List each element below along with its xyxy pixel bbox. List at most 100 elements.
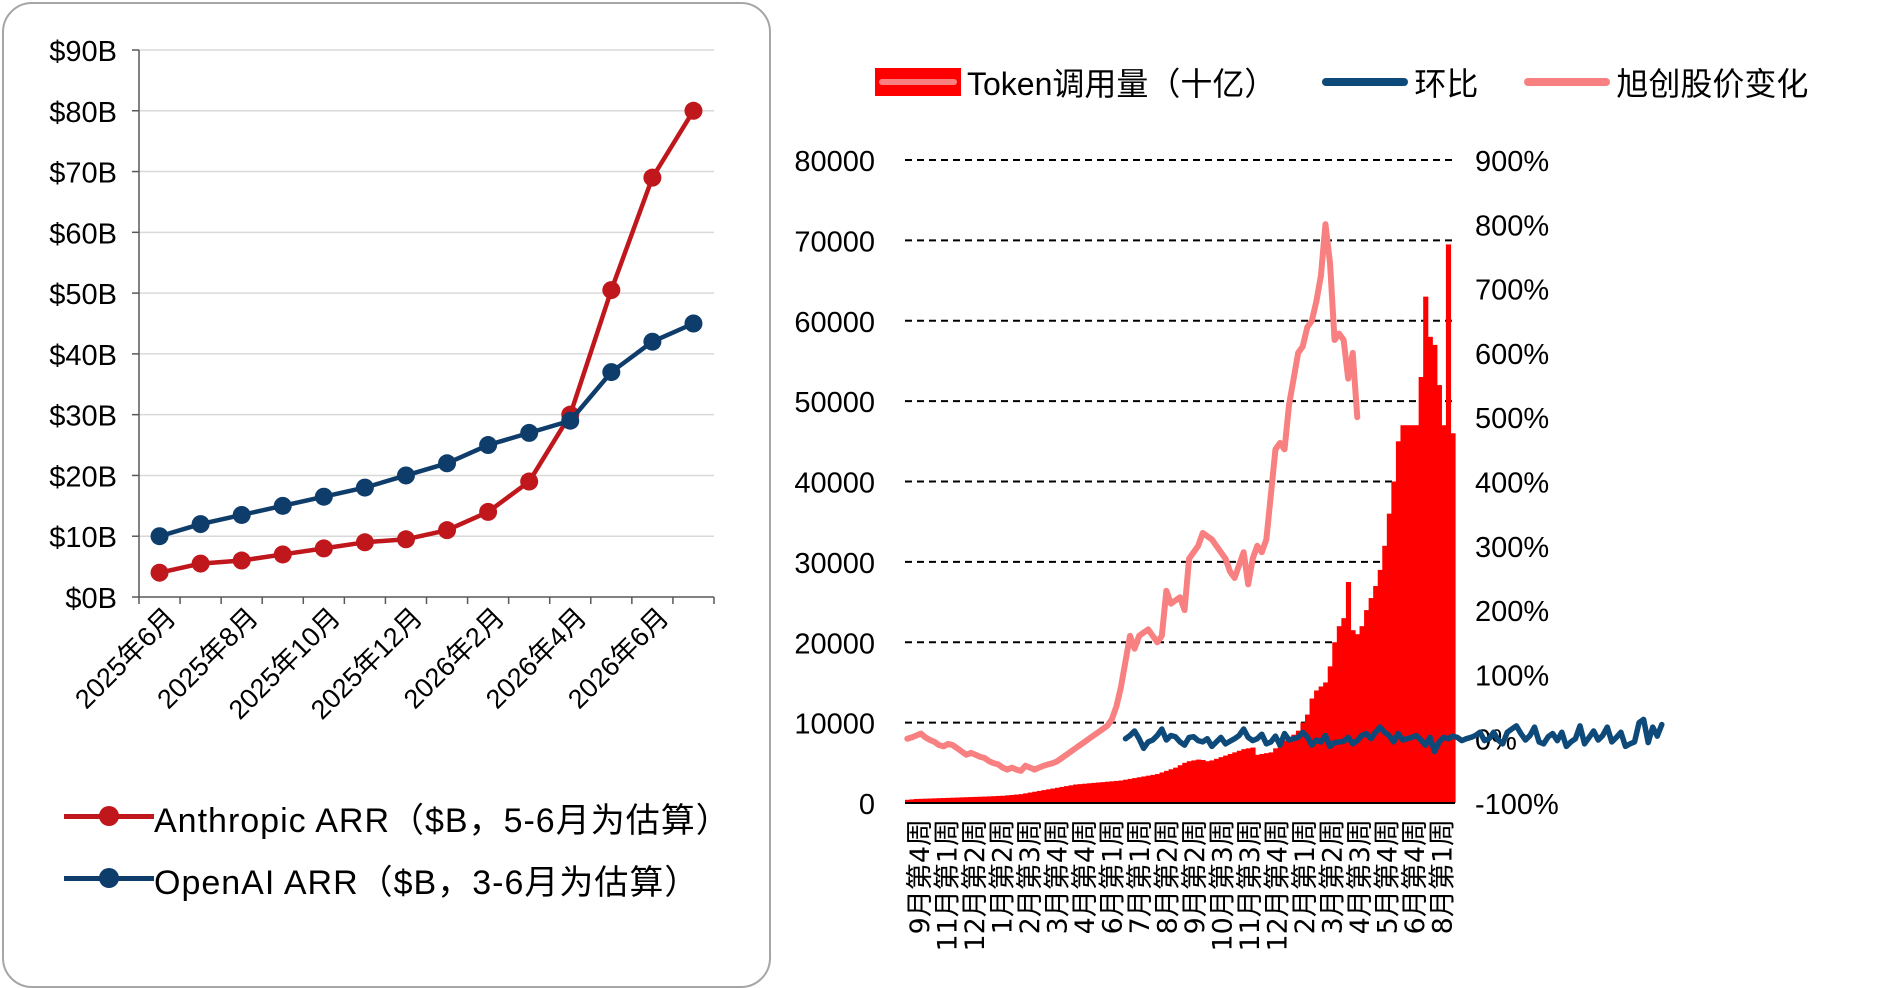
openai-arr-point xyxy=(643,332,662,351)
x-tick-label: 12月第4周 xyxy=(1262,819,1293,952)
token-volume-bar xyxy=(1268,752,1274,803)
token-volume-bar xyxy=(1114,780,1120,803)
token-volume-bar xyxy=(1105,781,1111,803)
token-volume-bar xyxy=(1432,344,1438,803)
token-volume-bar xyxy=(1223,755,1229,803)
y-tick-label: 50000 xyxy=(794,387,875,419)
token-volume-bar xyxy=(1286,738,1292,803)
openai-arr-point xyxy=(191,515,210,534)
token-volume-bar xyxy=(1155,774,1161,803)
token-volume-bar xyxy=(1127,778,1133,803)
token-volume-bar xyxy=(1332,642,1338,803)
token-volume-bar xyxy=(1118,780,1124,803)
token-volume-bar xyxy=(1273,748,1279,803)
token-volume-bar xyxy=(1445,244,1452,804)
token-volume-bar xyxy=(1150,774,1156,803)
token-volume-bar xyxy=(1095,782,1102,803)
y-tick-label: $70B xyxy=(49,158,117,190)
openai-arr-point xyxy=(150,527,169,546)
token-volume-bar xyxy=(1423,296,1429,803)
legend-item-anthropic: Anthropic ARR（$B，5-6月为估算） xyxy=(64,794,744,848)
token-volume-bar xyxy=(918,798,924,803)
token-volume-bar xyxy=(1345,581,1352,803)
x-tick-label: 9月第2周 xyxy=(1180,819,1211,934)
y-tick-label: 10000 xyxy=(794,709,875,741)
y-tick-label: 0 xyxy=(859,789,875,821)
token-volume-bar xyxy=(1191,760,1197,803)
token-volume-bar xyxy=(1418,377,1424,803)
stock-legend-swatch xyxy=(1524,78,1611,86)
token-volume-bar xyxy=(1232,752,1238,803)
x-tick-label: 10月第3周 xyxy=(1207,819,1238,952)
token-volume-bar xyxy=(1250,747,1256,803)
left-chart-panel: $0B $10B $20B $30B $40B $50B $60B $70B $80B $90B 2… xyxy=(2,2,771,988)
y-tick-label: $10B xyxy=(49,522,117,554)
openai-arr-point xyxy=(396,466,415,485)
legend-item-token: Token调用量（十亿） xyxy=(875,59,1276,105)
token-volume-bar xyxy=(1295,730,1302,803)
anthropic-arr-point xyxy=(602,281,621,300)
openai-arr-line xyxy=(158,321,695,539)
y-tick-label: 20000 xyxy=(794,628,875,660)
token-volume-bar xyxy=(959,797,965,803)
y-tick-label: $40B xyxy=(49,340,117,372)
token-volume-bar xyxy=(964,797,970,803)
token-volume-bar xyxy=(1077,784,1083,803)
token-volume-bar xyxy=(1364,610,1370,803)
token-volume-bar xyxy=(945,797,952,803)
openai-arr-point xyxy=(273,496,292,515)
token-volume-bar xyxy=(1368,598,1374,803)
token-volume-bar xyxy=(991,796,997,803)
token-volume-bar xyxy=(1277,744,1283,803)
anthropic-arr-point xyxy=(150,563,169,582)
legend-item-stock: 旭创股价变化 xyxy=(1524,59,1808,105)
openai-arr-point xyxy=(314,487,333,506)
x-tick-label: 1月第2周 xyxy=(987,819,1018,934)
x-tick-label: 2月第1周 xyxy=(1290,819,1321,934)
token-volume-bar xyxy=(1255,754,1261,803)
token-volume-bar xyxy=(1000,795,1006,803)
token-volume-bar xyxy=(1318,686,1324,803)
token-volume-bar xyxy=(1373,585,1379,803)
y2-tick-label: 900% xyxy=(1475,146,1549,178)
token-volume-bar xyxy=(1336,626,1342,803)
openai-arr-point xyxy=(355,478,374,497)
token-volume-bar xyxy=(1209,760,1215,803)
token-volume-bar xyxy=(1264,753,1270,803)
y-tick-label: $50B xyxy=(49,279,117,311)
y-tick-label: 70000 xyxy=(794,226,875,258)
y2-tick-label: 400% xyxy=(1475,468,1549,500)
token-volume-bar xyxy=(1059,786,1065,803)
token-volume-bar xyxy=(1341,618,1347,803)
token-volume-bar xyxy=(1350,630,1356,803)
token-volume-bar xyxy=(1427,336,1433,803)
y-tick-label: $0B xyxy=(65,583,117,615)
token-volume-bar xyxy=(1205,761,1211,803)
token-volume-bar xyxy=(1359,626,1365,803)
token-volume-bar xyxy=(1073,784,1079,803)
token-volume-bar xyxy=(1386,513,1392,803)
y-tick-label: 30000 xyxy=(794,548,875,580)
openai-arr-point xyxy=(684,314,703,333)
token-volume-bar xyxy=(1050,788,1056,803)
token-volume-bar xyxy=(1123,779,1129,803)
token-volume-bar xyxy=(1082,783,1088,803)
token-volume-bar xyxy=(1032,791,1038,803)
x-tick-label: 9月第4周 xyxy=(905,819,936,934)
x-tick-label: 3月第4周 xyxy=(1042,819,1073,934)
x-tick-label: 6月第1周 xyxy=(1097,819,1128,934)
token-volume-bar xyxy=(968,797,974,803)
token-volume-bar xyxy=(1132,778,1138,803)
anthropic-arr-line xyxy=(159,109,696,575)
token-volume-bar xyxy=(909,799,915,803)
token-volume-bar xyxy=(1100,782,1106,803)
token-legend-swatch xyxy=(875,68,961,96)
token-volume-bar xyxy=(932,798,938,803)
x-tick-label: 7月第1周 xyxy=(1125,819,1156,934)
token-volume-bar xyxy=(1186,761,1192,803)
stock-price-change-line xyxy=(904,221,1361,774)
token-volume-bar xyxy=(905,799,911,803)
token-volume-bar xyxy=(1355,634,1361,803)
y2-tick-label: -100% xyxy=(1475,789,1559,821)
x-tick-label: 3月第2周 xyxy=(1317,819,1348,934)
